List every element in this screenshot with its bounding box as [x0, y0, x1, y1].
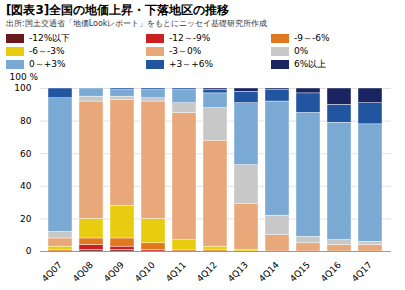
svg-text:4Q16: 4Q16 — [319, 260, 343, 284]
html-text:出所:国土交通省「地価Lookレポート」をもとにニッセイ基礎: 出所:国土交通省「地価Lookレポート」をもとにニッセイ基礎研究所作成 — [6, 19, 268, 28]
svg-text:4Q08: 4Q08 — [71, 260, 95, 284]
html-text:6%以上: 6%以上 — [294, 59, 327, 69]
svg-text:4Q07: 4Q07 — [40, 260, 64, 284]
svg-text:4Q14: 4Q14 — [257, 260, 281, 284]
svg-text:4Q17: 4Q17 — [350, 260, 374, 284]
svg-text:4Q12: 4Q12 — [195, 260, 219, 284]
html-text:0%: 0% — [294, 46, 309, 56]
html-text:-12～-9%: -12～-9% — [169, 33, 211, 43]
svg-text:4Q10: 4Q10 — [133, 260, 157, 284]
html-text:-9～-6%: -9～-6% — [294, 33, 330, 43]
html-text:+3～+6%: +3～+6% — [169, 59, 214, 69]
html-text:[図表3]全国の地価上昇・下落地区の推移: [図表3]全国の地価上昇・下落地区の推移 — [6, 3, 230, 17]
svg-text:20: 20 — [20, 214, 32, 224]
html-text:-12%以下: -12%以下 — [29, 33, 71, 43]
svg-text:100: 100 — [14, 83, 31, 93]
svg-text:60: 60 — [20, 149, 32, 159]
svg-text:4Q13: 4Q13 — [226, 260, 250, 284]
svg-text:4Q11: 4Q11 — [164, 260, 188, 284]
html-text:0～+3%: 0～+3% — [29, 59, 66, 69]
svg-text:40: 40 — [20, 181, 32, 191]
html-text:-6～-3%: -6～-3% — [29, 46, 65, 56]
svg-text:80: 80 — [20, 116, 32, 126]
svg-text:100 %: 100 % — [10, 72, 39, 82]
svg-text:0: 0 — [26, 246, 32, 256]
svg-text:4Q09: 4Q09 — [102, 260, 126, 284]
html-text:-3～0%: -3～0% — [169, 46, 202, 56]
svg-text:4Q15: 4Q15 — [288, 260, 312, 284]
